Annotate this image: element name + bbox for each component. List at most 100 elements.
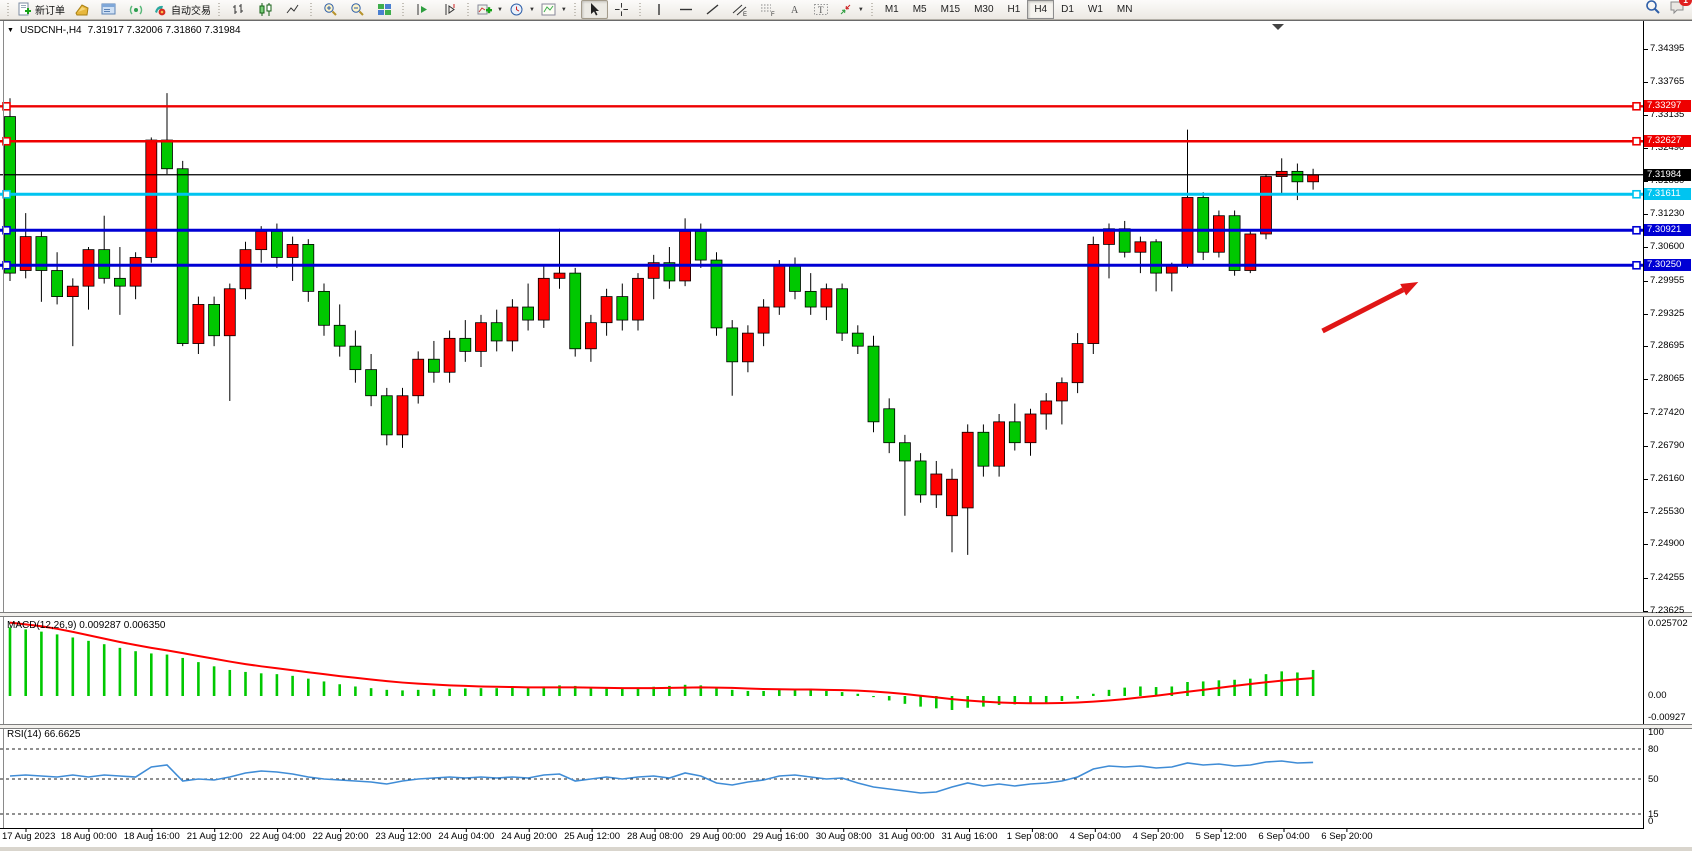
symbol-dropdown-icon[interactable]: ▼	[7, 27, 14, 34]
toolbar-grip	[572, 2, 578, 17]
window-bottom-strip	[0, 847, 1692, 851]
date-axis-label[interactable]: 29 Aug 16:00	[752, 831, 809, 842]
price-line-label: 7.30250	[1644, 259, 1691, 272]
pane-splitter-rsi[interactable]	[0, 724, 1692, 729]
price-axis-tick: 7.28065	[1650, 373, 1685, 385]
horizontal-line-icon	[678, 2, 694, 17]
arrows-tool-button[interactable]: ▼	[835, 0, 867, 19]
price-axis-tick: 7.33135	[1650, 108, 1685, 120]
templates-button[interactable]: ▼	[538, 0, 570, 19]
price-axis-tick-mark	[1643, 445, 1648, 447]
date-axis-label[interactable]: 31 Aug 16:00	[941, 831, 998, 842]
date-axis-label[interactable]: 29 Aug 00:00	[689, 831, 746, 842]
date-axis-label[interactable]: 21 Aug 12:00	[186, 831, 243, 842]
new-order-button[interactable]: 新订单	[14, 0, 68, 19]
rsi-axis-tick: 0	[1648, 816, 1654, 827]
toolbar-grip	[637, 2, 643, 17]
trendline-button[interactable]	[700, 0, 727, 19]
date-axis-label[interactable]: 4 Sep 04:00	[1069, 831, 1121, 842]
auto-scroll-button[interactable]	[409, 0, 436, 19]
ohlc-values: 7.31917 7.32006 7.31860 7.31984	[87, 25, 241, 36]
timeframe-button-mn[interactable]: MN	[1116, 4, 1133, 15]
pane-splitter-macd[interactable]	[0, 612, 1692, 617]
chart-window: ▼ USDCNH-,H4 7.31917 7.32006 7.31860 7.3…	[0, 20, 1692, 851]
navigator-button[interactable]	[95, 0, 122, 19]
date-axis-label[interactable]: 18 Aug 00:00	[60, 831, 117, 842]
macd-axis-tick: 0.00	[1648, 690, 1667, 701]
date-axis-label[interactable]: 28 Aug 08:00	[627, 831, 683, 842]
zoom-out-icon	[350, 2, 366, 17]
horizontal-line-button[interactable]	[673, 0, 700, 19]
notifications-button[interactable]: 1	[1669, 0, 1692, 20]
price-axis-tick: 7.29955	[1650, 274, 1685, 286]
zoom-in-button[interactable]	[317, 0, 344, 19]
line-chart-button[interactable]	[279, 0, 306, 19]
chart-shift-button[interactable]	[436, 0, 463, 19]
cursor-button[interactable]	[580, 0, 608, 19]
candlestick-chart-icon	[258, 2, 273, 17]
vertical-line-button[interactable]	[646, 0, 673, 19]
auto-trading-button[interactable]: 自动交易	[149, 0, 214, 19]
date-axis-label[interactable]: 30 Aug 08:00	[815, 831, 872, 842]
crosshair-icon	[614, 2, 629, 17]
macd-main-value: 0.009287	[79, 620, 121, 631]
symbol-ohlc-line[interactable]: ▼ USDCNH-,H4 7.31917 7.32006 7.31860 7.3…	[7, 25, 241, 36]
timeframe-button-h1[interactable]: H1	[1007, 4, 1021, 15]
macd-axis-tick: -0.00927	[1648, 712, 1686, 723]
date-axis-label[interactable]: 1 Sep 08:00	[1006, 831, 1059, 842]
price-line-label: 7.31611	[1644, 188, 1691, 201]
tile-windows-button[interactable]	[371, 0, 398, 19]
timeframe-button-h4[interactable]: H4	[1027, 0, 1055, 19]
price-axis-tick-mark	[1643, 148, 1648, 150]
crosshair-button[interactable]	[608, 0, 635, 19]
text-label-button[interactable]: T	[808, 0, 835, 19]
price-axis-tick-mark	[1643, 478, 1648, 480]
date-axis-label[interactable]: 18 Aug 16:00	[123, 831, 180, 842]
date-axis-label[interactable]: 31 Aug 00:00	[878, 831, 935, 842]
zoom-in-icon	[323, 2, 339, 17]
macd-signal-value: 0.006350	[123, 620, 166, 631]
bar-chart-icon	[231, 2, 246, 17]
text-tool-button[interactable]: A	[781, 0, 808, 19]
timeframe-button-m5[interactable]: M5	[912, 4, 927, 15]
price-axis-tick: 7.24255	[1650, 572, 1685, 584]
timeframe-button-m30[interactable]: M30	[974, 4, 994, 15]
date-axis-label[interactable]: 25 Aug 12:00	[564, 831, 621, 842]
timeframe-button-d1[interactable]: D1	[1061, 4, 1074, 15]
timeframe-button-m15[interactable]: M15	[940, 4, 961, 15]
date-axis-label[interactable]: 22 Aug 20:00	[312, 831, 369, 842]
date-axis-label[interactable]: 6 Sep 20:00	[1321, 831, 1373, 842]
candlestick-chart-button[interactable]	[252, 0, 279, 19]
equidistant-channel-button[interactable]: E	[727, 0, 754, 19]
date-axis-label[interactable]: 22 Aug 04:00	[249, 831, 306, 842]
indicators-button[interactable]: ▼	[474, 0, 506, 19]
toolbar-grip	[309, 2, 314, 17]
timeframe-button-m1[interactable]: M1	[884, 4, 899, 15]
date-axis-label[interactable]: 17 Aug 2023	[2, 831, 56, 842]
auto-trading-label: 自动交易	[171, 6, 211, 17]
search-icon[interactable]	[1645, 0, 1661, 20]
fibonacci-button[interactable]: F	[754, 0, 781, 19]
macd-axis-tick: 0.025702	[1648, 618, 1688, 630]
signals-button[interactable]	[122, 0, 149, 19]
market-watch-button[interactable]	[68, 0, 95, 19]
toolbar-grip	[401, 2, 406, 17]
chevron-down-icon: ▼	[528, 6, 535, 13]
periods-button[interactable]: ▼	[506, 0, 538, 19]
price-axis-tick-mark	[1643, 81, 1648, 83]
price-chart-canvas[interactable]	[0, 21, 1692, 851]
price-axis-tick-mark	[1643, 578, 1648, 580]
chevron-down-icon: ▼	[560, 6, 567, 13]
date-axis-label[interactable]: 23 Aug 12:00	[375, 831, 432, 842]
date-axis-label[interactable]: 24 Aug 20:00	[501, 831, 558, 842]
timeframe-button-w1[interactable]: W1	[1087, 4, 1103, 15]
rsi-axis-tick: 80	[1648, 744, 1659, 755]
price-axis-tick: 7.24900	[1650, 538, 1685, 550]
date-axis-label[interactable]: 6 Sep 04:00	[1258, 831, 1310, 842]
channel-glyph: E	[743, 12, 747, 17]
date-axis-label[interactable]: 4 Sep 20:00	[1132, 831, 1184, 842]
bar-chart-button[interactable]	[225, 0, 252, 19]
zoom-out-button[interactable]	[344, 0, 371, 19]
date-axis-label[interactable]: 5 Sep 12:00	[1195, 831, 1247, 842]
date-axis-label[interactable]: 24 Aug 04:00	[438, 831, 495, 842]
